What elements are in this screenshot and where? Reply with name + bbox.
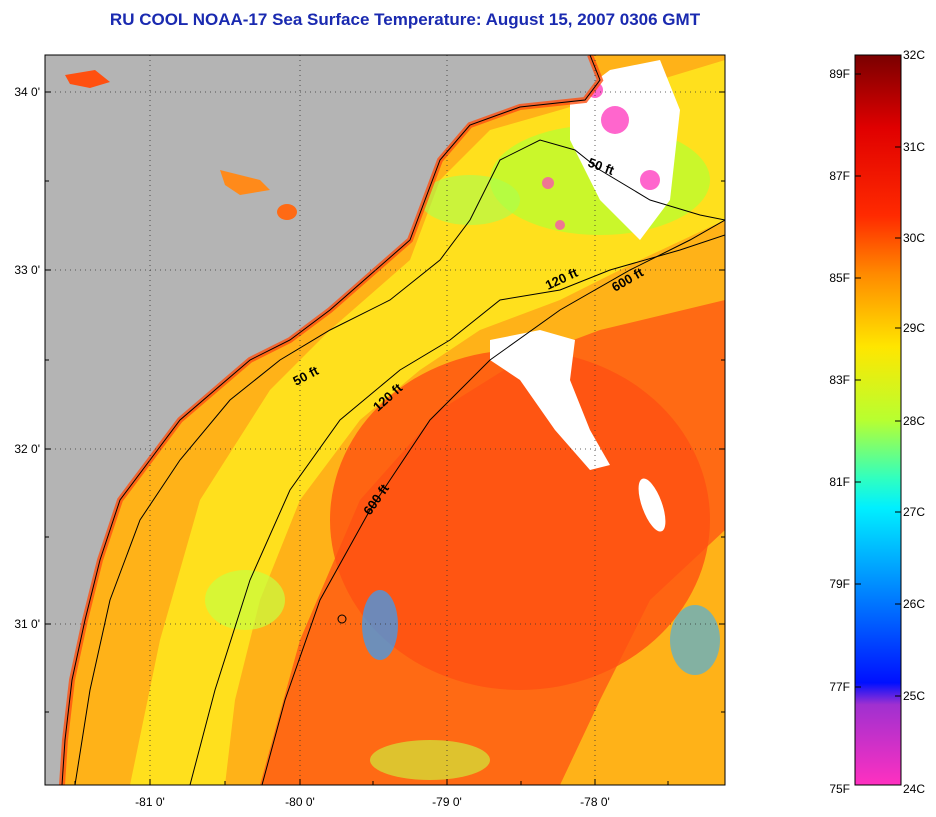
shelf-yellow-band: [130, 60, 725, 785]
inland-water-2: [277, 204, 297, 220]
lon-label-79: -79 0': [432, 795, 462, 809]
lon-label-81: -81 0': [135, 795, 165, 809]
marker-circle: [337, 614, 347, 624]
colorbar-f-89: 89F: [829, 67, 850, 81]
cool-patch-nearshore: [420, 175, 520, 225]
colorbar-f-79: 79F: [829, 577, 850, 591]
map-frame: [44, 54, 726, 786]
colorbar-f-87: 87F: [829, 169, 850, 183]
coastline: [61, 55, 601, 785]
graticule: [45, 55, 725, 785]
cool-patch-bottom: [370, 740, 490, 780]
lat-label-34: 34 0': [14, 85, 40, 99]
colorbar-c-26: 26C: [903, 597, 925, 611]
colorbar-c-27: 27C: [903, 505, 925, 519]
cloud-north: [570, 60, 680, 240]
lon-label-78: -78 0': [580, 795, 610, 809]
inland-water-1: [65, 70, 110, 88]
cool-patch-se: [670, 605, 720, 675]
sst-map: [45, 55, 725, 785]
colorbar: [854, 54, 902, 786]
colorbar-c-32: 32C: [903, 48, 925, 62]
colorbar-c-28: 28C: [903, 414, 925, 428]
colorbar-f-81: 81F: [829, 475, 850, 489]
cloud-small-se: [638, 478, 666, 532]
land-mass: [45, 55, 600, 785]
contour-600ft: [261, 219, 725, 785]
warm-core: [330, 350, 710, 690]
colorbar-c-25: 25C: [903, 689, 925, 703]
axis-ticks: [45, 91, 725, 785]
colorbar-f-83: 83F: [829, 373, 850, 387]
colorbar-f-85: 85F: [829, 271, 850, 285]
cool-patch-south: [362, 590, 398, 660]
colorbar-f-77: 77F: [829, 680, 850, 694]
colorbar-c-24: 24C: [903, 782, 925, 796]
colorbar-ticks: [855, 73, 901, 697]
inland-water-3: [220, 170, 270, 195]
lat-label-32: 32 0': [14, 442, 40, 456]
lat-label-31: 31 0': [14, 617, 40, 631]
colorbar-c-30: 30C: [903, 231, 925, 245]
cool-patch-sw: [205, 570, 285, 630]
contour-50ft: [74, 139, 725, 785]
colorbar-c-31: 31C: [903, 140, 925, 154]
cloud-central: [490, 330, 610, 470]
lat-label-33: 33 0': [14, 263, 40, 277]
colorbar-c-29: 29C: [903, 321, 925, 335]
contour-120ft: [189, 234, 725, 785]
colorbar-f-75: 75F: [829, 782, 850, 796]
map-title: RU COOL NOAA-17 Sea Surface Temperature:…: [109, 10, 701, 29]
lon-label-80: -80 0': [285, 795, 315, 809]
